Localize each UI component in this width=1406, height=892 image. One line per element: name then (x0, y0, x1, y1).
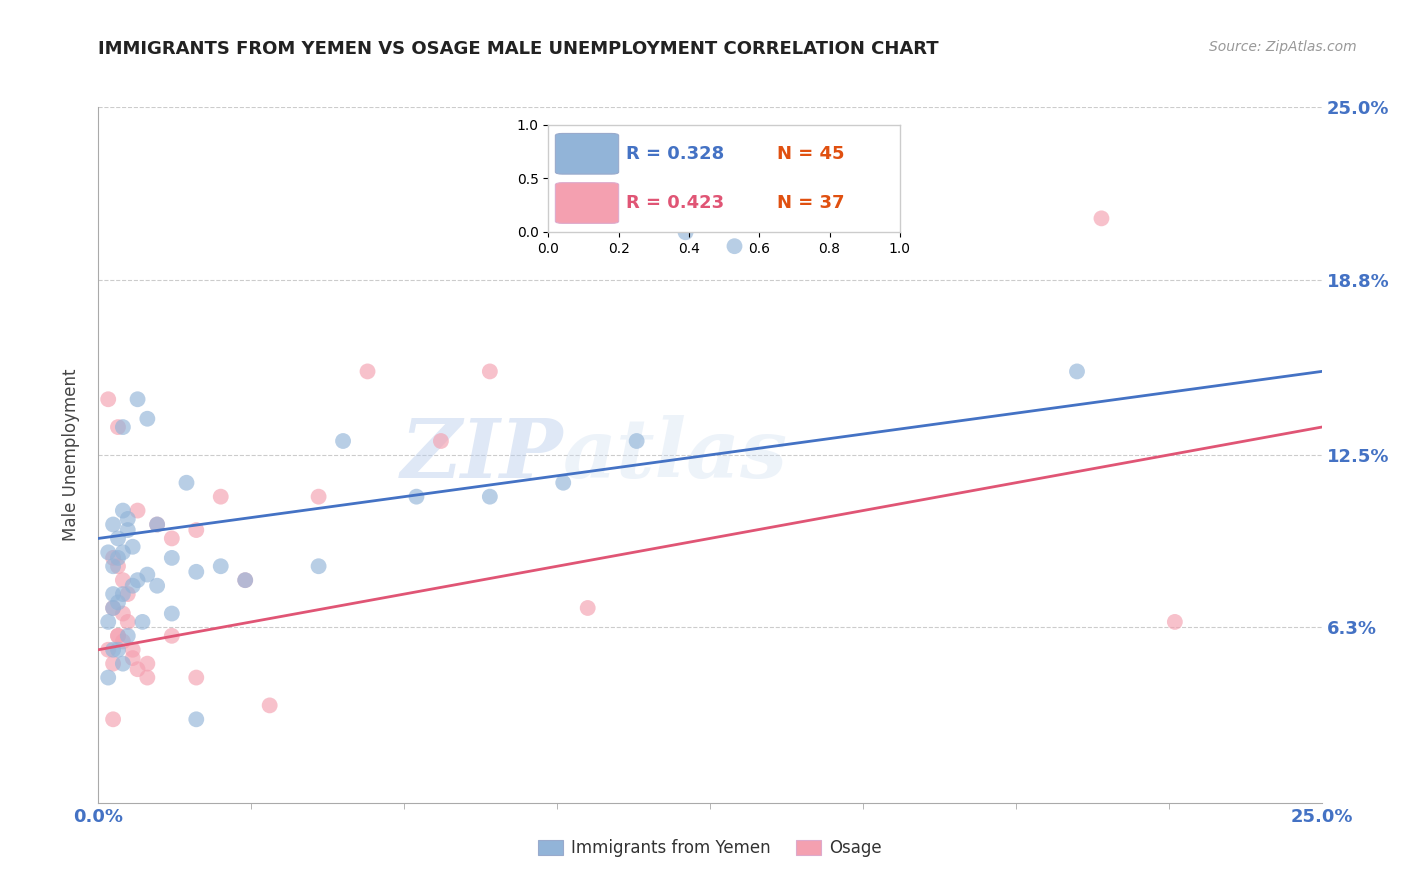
Point (107, 532, 129, 546)
Point (233, 573, 256, 587)
Point (186, 523, 208, 537)
Point (107, 595, 129, 609)
Point (97, 392, 120, 407)
Point (308, 490, 330, 504)
Point (186, 565, 208, 579)
Point (111, 545, 134, 559)
Point (97, 671, 120, 685)
Point (111, 587, 134, 601)
Point (675, 225, 697, 239)
Point (259, 698, 281, 713)
Point (127, 503, 149, 517)
Point (176, 475, 198, 490)
Point (478, 490, 501, 504)
Point (136, 567, 159, 582)
Point (186, 712, 208, 726)
Point (131, 615, 153, 629)
Text: N = 45: N = 45 (778, 145, 845, 162)
Point (1164, 615, 1187, 629)
Point (430, 434, 453, 448)
Point (160, 532, 183, 546)
Point (117, 512, 139, 526)
FancyBboxPatch shape (555, 134, 619, 174)
Point (111, 634, 134, 648)
Point (160, 629, 183, 643)
Point (186, 671, 208, 685)
Text: R = 0.423: R = 0.423 (626, 194, 724, 212)
Point (308, 559, 330, 574)
Text: N = 37: N = 37 (778, 194, 845, 212)
Point (117, 629, 139, 643)
Point (356, 364, 378, 378)
Text: atlas: atlas (564, 415, 789, 495)
Y-axis label: Male Unemployment: Male Unemployment (62, 368, 80, 541)
Point (117, 587, 139, 601)
Point (576, 601, 599, 615)
Point (675, 197, 697, 211)
Point (101, 642, 124, 657)
Point (117, 615, 139, 629)
Point (146, 517, 169, 532)
Point (121, 651, 143, 665)
Legend: Immigrants from Yemen, Osage: Immigrants from Yemen, Osage (531, 833, 889, 864)
Point (160, 550, 183, 565)
Point (723, 239, 745, 253)
Point (107, 420, 129, 434)
FancyBboxPatch shape (555, 183, 619, 223)
Point (111, 607, 134, 621)
Point (111, 657, 134, 671)
Point (553, 475, 575, 490)
Point (101, 657, 124, 671)
Point (136, 411, 159, 425)
Point (146, 517, 169, 532)
Text: IMMIGRANTS FROM YEMEN VS OSAGE MALE UNEMPLOYMENT CORRELATION CHART: IMMIGRANTS FROM YEMEN VS OSAGE MALE UNEM… (98, 40, 939, 58)
Point (1066, 364, 1088, 378)
Point (111, 573, 134, 587)
Point (107, 559, 129, 574)
Text: Source: ZipAtlas.com: Source: ZipAtlas.com (1209, 40, 1357, 54)
Point (405, 490, 427, 504)
Point (101, 601, 124, 615)
Point (127, 392, 149, 407)
Point (121, 579, 143, 593)
Point (160, 607, 183, 621)
Point (121, 642, 143, 657)
Point (101, 559, 124, 574)
Point (101, 712, 124, 726)
Point (233, 573, 256, 587)
Point (127, 573, 149, 587)
Point (111, 503, 134, 517)
Point (209, 559, 232, 574)
Point (332, 434, 354, 448)
Point (626, 434, 648, 448)
Point (97, 545, 120, 559)
Point (1090, 211, 1112, 226)
Point (97, 615, 120, 629)
Point (117, 523, 139, 537)
Point (146, 579, 169, 593)
Point (127, 662, 149, 676)
Point (209, 490, 232, 504)
Point (136, 671, 159, 685)
Point (107, 629, 129, 643)
Point (101, 587, 124, 601)
Point (136, 657, 159, 671)
Text: ZIP: ZIP (401, 415, 564, 495)
Point (111, 420, 134, 434)
Point (107, 642, 129, 657)
Point (107, 629, 129, 643)
Point (478, 364, 501, 378)
Text: R = 0.328: R = 0.328 (626, 145, 724, 162)
Point (97, 642, 120, 657)
Point (107, 550, 129, 565)
Point (101, 550, 124, 565)
Point (121, 540, 143, 554)
Point (101, 517, 124, 532)
Point (101, 601, 124, 615)
